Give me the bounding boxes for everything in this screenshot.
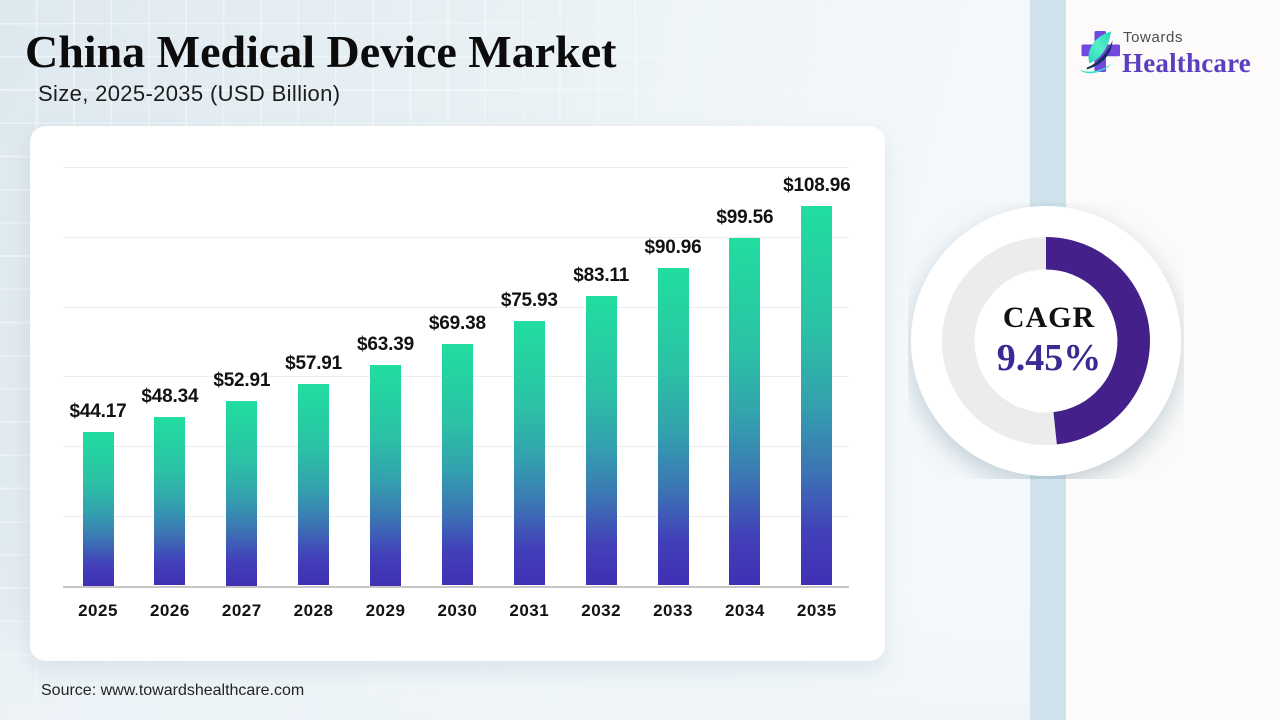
svg-text:Healthcare: Healthcare — [1122, 48, 1251, 78]
svg-text:Towards: Towards — [1123, 29, 1183, 46]
